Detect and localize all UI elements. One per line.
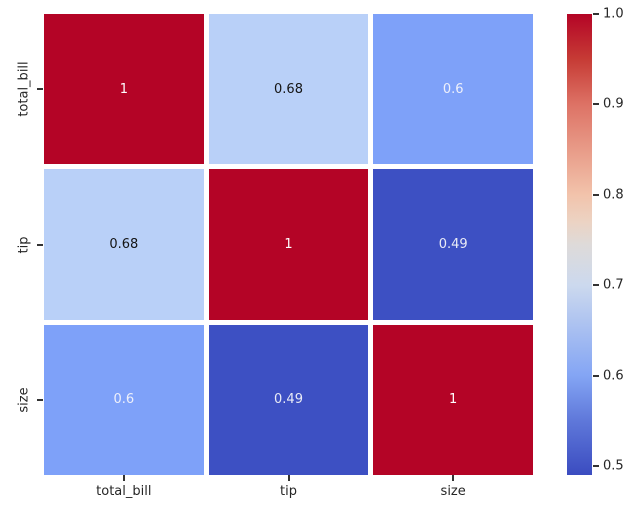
x-tick-label: tip xyxy=(280,484,297,499)
heatmap-cell: 0.68 xyxy=(44,169,204,320)
y-tick-label: size xyxy=(16,387,32,413)
y-axis-tick-mark xyxy=(37,398,43,401)
cell-value-label: 0.6 xyxy=(113,392,135,408)
colorbar-tick-label: 0.5 xyxy=(603,458,624,474)
colorbar-tick-mark xyxy=(593,374,599,377)
colorbar-tick-mark xyxy=(593,193,599,196)
y-tick-label: tip xyxy=(16,236,32,253)
y-tick-label: total_bill xyxy=(16,61,32,117)
cell-value-label: 0.68 xyxy=(274,81,303,97)
heatmap-cell: 0.6 xyxy=(44,324,204,475)
colorbar xyxy=(567,14,592,475)
x-axis-tick-mark xyxy=(452,475,455,481)
colorbar-tick-label: 0.7 xyxy=(603,277,624,293)
colorbar-tick-mark xyxy=(593,103,599,106)
x-axis-tick-mark xyxy=(287,475,290,481)
heatmap-grid: 1 0.68 0.6 0.68 1 0.49 0.6 0.49 1 xyxy=(44,14,533,475)
y-axis-tick-mark xyxy=(37,88,43,91)
heatmap-cell: 0.68 xyxy=(208,14,369,165)
heatmap-cell: 1 xyxy=(208,169,369,320)
colorbar-tick-label: 1.0 xyxy=(603,6,624,22)
heatmap-cell: 0.49 xyxy=(208,324,369,475)
x-tick-label: size xyxy=(440,484,466,499)
colorbar-tick-label: 0.6 xyxy=(603,368,624,384)
colorbar-tick-mark xyxy=(593,464,599,467)
colorbar-tick-label: 0.8 xyxy=(603,187,624,203)
cell-value-label: 0.68 xyxy=(109,236,139,252)
heatmap-cell: 0.6 xyxy=(373,14,533,165)
colorbar-tick-mark xyxy=(593,284,599,287)
heatmap-cell: 1 xyxy=(44,14,204,165)
colorbar-tick-mark xyxy=(593,13,599,15)
cell-value-label: 0.6 xyxy=(442,81,464,97)
x-tick-label: total_bill xyxy=(96,484,152,499)
cell-value-label: 1 xyxy=(119,81,128,97)
cell-value-label: 1 xyxy=(284,236,293,252)
x-axis-tick-mark xyxy=(122,475,125,481)
cell-value-label: 0.49 xyxy=(438,236,468,252)
colorbar-tick-label: 0.9 xyxy=(603,96,624,112)
cell-value-label: 1 xyxy=(449,392,458,408)
cell-value-label: 0.49 xyxy=(274,392,303,408)
heatmap-cell: 1 xyxy=(373,324,533,475)
y-axis-tick-mark xyxy=(37,243,43,246)
heatmap-cell: 0.49 xyxy=(373,169,533,320)
